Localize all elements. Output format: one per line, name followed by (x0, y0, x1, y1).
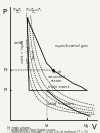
Text: liquid
saturated
steam: liquid saturated steam (48, 70, 66, 83)
Text: solid: solid (14, 41, 23, 45)
Text: triple states: triple states (48, 86, 70, 90)
Text: subcooled
liquid: subcooled liquid (27, 45, 36, 63)
Text: $V_{t}$: $V_{t}$ (44, 122, 50, 130)
Text: V: V (92, 124, 97, 130)
Text: solid + liquid: solid + liquid (22, 40, 26, 63)
Text: --: condensation from latent curves: --: condensation from latent curves (7, 128, 55, 132)
Text: solid + steam: solid + steam (47, 102, 74, 106)
Text: $T_2$: $T_2$ (31, 8, 36, 16)
Text: - -: dashed curve through C is the critical isotherm (T = Tc): - -: dashed curve through C is the criti… (7, 130, 88, 133)
Text: $P_t$: $P_t$ (3, 86, 9, 94)
Text: $V_{g}$: $V_{g}$ (83, 122, 90, 131)
Text: $T\!<\!T_1$: $T\!<\!T_1$ (12, 7, 23, 14)
Text: superheated gas: superheated gas (55, 44, 87, 48)
Text: $T_2$: $T_2$ (15, 8, 20, 16)
Text: $P_c$: $P_c$ (3, 66, 9, 74)
Text: Vt: triple volume: Vt: triple volume (7, 126, 30, 130)
Text: P: P (3, 9, 7, 15)
Text: $T\!=\!T_1\!>\!T_c$: $T\!=\!T_1\!>\!T_c$ (25, 7, 42, 14)
